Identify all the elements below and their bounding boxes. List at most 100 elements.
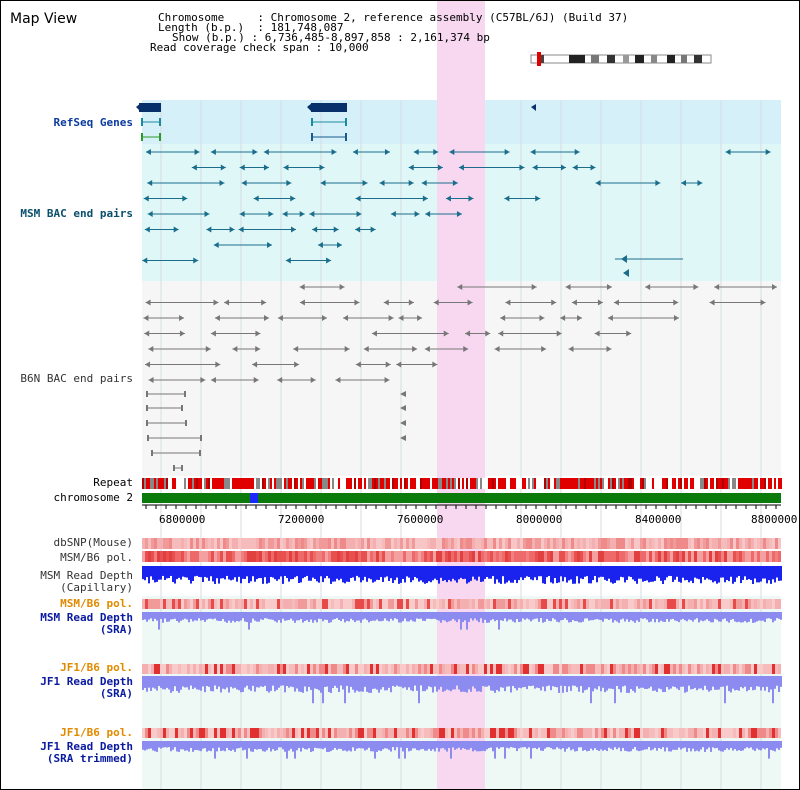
bac-end-marker — [504, 149, 510, 155]
polymorphism-heat-cell — [355, 728, 358, 738]
read-depth-bar — [748, 741, 750, 749]
polymorphism-heat-cell — [262, 728, 265, 738]
read-depth-bar — [514, 676, 516, 689]
read-depth-bar — [322, 612, 324, 622]
polymorphism-heat-cell — [352, 728, 355, 738]
polymorphism-heat-cell — [424, 538, 427, 549]
read-depth-bar — [696, 566, 698, 579]
read-depth-bar — [412, 566, 414, 581]
read-depth-bar — [182, 741, 184, 750]
track-label-chromosome[interactable]: chromosome 2 — [53, 491, 133, 504]
polymorphism-heat-cell — [598, 664, 601, 674]
bac-end-marker — [337, 242, 343, 248]
polymorphism-heat-cell — [160, 551, 163, 562]
bac-end-marker — [220, 164, 226, 171]
read-depth-bar — [456, 676, 458, 686]
polymorphism-heat-cell — [475, 664, 478, 674]
read-depth-bar — [760, 566, 762, 582]
read-depth-bar — [618, 566, 620, 581]
polymorphism-heat-cell — [406, 664, 409, 674]
repeat-segment — [210, 478, 212, 489]
polymorphism-heat-cell — [154, 599, 157, 609]
polymorphism-heat-cell — [769, 538, 772, 549]
track-label-dbsnp[interactable]: dbSNP(Mouse) — [53, 536, 133, 549]
read-depth-bar — [724, 741, 726, 751]
read-depth-bar — [716, 676, 718, 690]
bac-end-marker — [417, 315, 423, 321]
repeat-segment — [182, 478, 184, 489]
polymorphism-heat-cell — [535, 599, 538, 609]
read-depth-bar — [298, 741, 300, 748]
bac-end-marker — [215, 361, 221, 368]
polymorphism-heat-cell — [487, 599, 490, 609]
read-depth-bar — [408, 612, 410, 622]
read-depth-bar — [490, 612, 492, 621]
read-depth-bar — [202, 741, 204, 749]
polymorphism-heat-cell — [619, 551, 622, 562]
polymorphism-heat-cell — [523, 664, 526, 674]
polymorphism-heat-cell — [628, 599, 631, 609]
track-label-jf1-b6-pol-1[interactable]: JF1/B6 pol. — [60, 661, 133, 674]
read-depth-bar — [302, 741, 304, 748]
track-label-msm-depth-sra[interactable]: MSM Read Depth (SRA) — [40, 612, 133, 636]
read-depth-bar — [612, 676, 614, 690]
polymorphism-heat-cell — [475, 538, 478, 549]
read-depth-bar — [248, 612, 250, 630]
polymorphism-heat-cell — [268, 664, 271, 674]
polymorphism-heat-cell — [430, 551, 433, 562]
read-depth-bar — [656, 741, 658, 751]
polymorphism-heat-cell — [661, 599, 664, 609]
read-depth-bar — [586, 612, 588, 619]
read-depth-bar — [502, 566, 504, 577]
polymorphism-heat-cell — [547, 599, 550, 609]
bac-end-marker — [530, 149, 536, 155]
polymorphism-heat-cell — [535, 538, 538, 549]
polymorphism-heat-cell — [628, 538, 631, 549]
read-depth-bar — [720, 566, 722, 578]
read-depth-bar — [556, 612, 558, 622]
read-depth-bar — [354, 741, 356, 751]
read-depth-bar — [336, 612, 338, 619]
read-depth-bar — [500, 612, 502, 621]
polymorphism-heat-cell — [643, 538, 646, 549]
track-label-jf1-depth-sra[interactable]: JF1 Read Depth (SRA) — [40, 676, 133, 700]
polymorphism-heat-cell — [406, 551, 409, 562]
repeat-segment — [192, 478, 194, 489]
track-label-msm-b6-pol-1[interactable]: MSM/B6 pol. — [60, 551, 133, 564]
track-label-msm-bac[interactable]: MSM BAC end pairs — [20, 207, 133, 220]
polymorphism-heat-cell — [241, 599, 244, 609]
read-depth-bar — [770, 566, 772, 584]
polymorphism-heat-cell — [490, 664, 493, 674]
track-label-repeat[interactable]: Repeat — [93, 476, 133, 489]
read-depth-bar — [286, 566, 288, 578]
read-depth-bar — [756, 676, 758, 687]
read-depth-bar — [752, 676, 754, 691]
read-depth-bar — [608, 741, 610, 748]
read-depth-bar — [424, 566, 426, 584]
track-label-jf1-depth-trimmed[interactable]: JF1 Read Depth (SRA trimmed) — [40, 741, 133, 765]
read-depth-bar — [242, 676, 244, 692]
polymorphism-heat-cell — [466, 551, 469, 562]
read-depth-bar — [724, 676, 726, 704]
repeat-segment — [214, 478, 216, 489]
track-label-refseq-genes[interactable]: RefSeq Genes — [53, 116, 133, 129]
track-label-msm-depth-capillary[interactable]: MSM Read Depth (Capillary) — [40, 570, 133, 594]
track-label-jf1-b6-pol-2[interactable]: JF1/B6 pol. — [60, 726, 133, 739]
read-depth-bar — [320, 676, 322, 693]
polymorphism-heat-cell — [523, 551, 526, 562]
read-depth-bar — [774, 741, 776, 752]
repeat-segment — [276, 478, 278, 489]
polymorphism-heat-cell — [769, 551, 772, 562]
read-depth-bar — [188, 612, 190, 623]
polymorphism-heat-cell — [499, 664, 502, 674]
repeat-segment — [690, 478, 692, 489]
read-depth-bar — [312, 612, 314, 623]
read-depth-bar — [422, 741, 424, 749]
polymorphism-heat-cell — [502, 551, 505, 562]
track-label-b6n-bac[interactable]: B6N BAC end pairs — [20, 372, 133, 385]
read-depth-bar — [198, 741, 200, 751]
repeat-segment — [272, 478, 274, 489]
polymorphism-heat-cell — [682, 538, 685, 549]
track-label-msm-b6-pol-2[interactable]: MSM/B6 pol. — [60, 597, 133, 610]
